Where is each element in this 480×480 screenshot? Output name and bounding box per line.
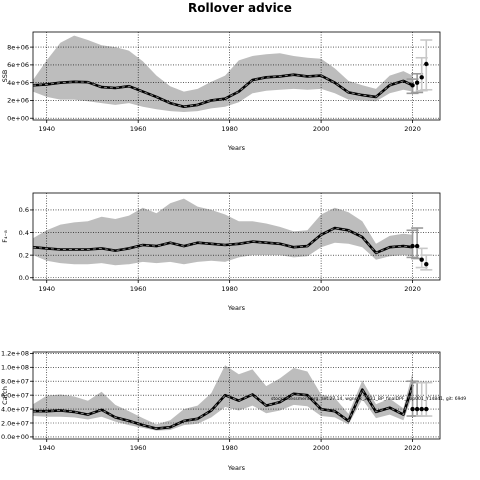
- x-tick-label: 2020: [404, 285, 421, 293]
- x-tick-label: 2000: [313, 125, 330, 133]
- x-tick-label: 1940: [38, 285, 55, 293]
- y-tick-label: 2e+06: [7, 97, 29, 105]
- figure-annotation: stockassessment.org, set.27.14, wgnssk_2…: [271, 396, 466, 402]
- y-tick-label: 6e+06: [7, 61, 29, 69]
- x-tick-label: 1960: [130, 444, 147, 452]
- y-tick-label: 2.0e+07: [1, 419, 29, 427]
- y-tick-label: 0.0: [19, 274, 29, 282]
- x-tick-label: 1980: [221, 285, 238, 293]
- forecast-point: [410, 83, 415, 88]
- y-axis-label: F₄₋₈: [1, 230, 9, 243]
- forecast-point: [424, 261, 429, 267]
- y-tick-label: 4e+06: [7, 79, 29, 87]
- forecast-point: [419, 257, 424, 262]
- axes-frame: [32, 31, 441, 121]
- forecast-point: [419, 75, 424, 80]
- x-tick-label: 2000: [313, 285, 330, 293]
- x-tick-label: 1960: [130, 285, 147, 293]
- y-axis-label: Catch: [1, 386, 9, 405]
- x-axis-label: Years: [227, 304, 246, 312]
- y-tick-label: 0.4: [19, 229, 29, 237]
- forecast-point: [424, 406, 429, 412]
- y-tick-label: 6.0e+07: [1, 391, 29, 399]
- chart-panel-2: [30, 192, 441, 283]
- y-tick-label: 8e+06: [7, 43, 29, 51]
- y-tick-label: 0.2: [19, 251, 29, 259]
- estimate-line-dash: [32, 227, 413, 254]
- confidence-band: [33, 35, 413, 112]
- chart-panel-1: [30, 31, 441, 123]
- y-tick-label: 8.0e+07: [1, 378, 29, 386]
- forecast-point: [424, 61, 429, 67]
- x-tick-label: 2000: [313, 444, 330, 452]
- y-tick-label: 1.0e+08: [1, 364, 29, 372]
- forecast-point: [414, 243, 420, 249]
- y-tick-label: 4.0e+07: [1, 405, 29, 413]
- x-tick-label: 1940: [38, 125, 55, 133]
- x-tick-label: 1960: [130, 125, 147, 133]
- axes-frame: [32, 192, 441, 281]
- estimate-line-dash: [32, 74, 413, 108]
- y-tick-label: 0.0e+00: [1, 433, 29, 441]
- x-axis-label: Years: [227, 144, 246, 152]
- x-tick-label: 1980: [221, 444, 238, 452]
- forecast-point: [410, 243, 415, 249]
- figure-title: Rollover advice: [188, 1, 292, 15]
- y-tick-label: 0.6: [19, 206, 29, 214]
- forecast-point: [410, 406, 415, 412]
- forecast-point: [414, 80, 420, 85]
- estimate-line-dash: [33, 384, 414, 430]
- x-tick-label: 1980: [221, 125, 238, 133]
- chart-panel-3: [30, 351, 441, 442]
- forecast-point: [414, 406, 420, 412]
- x-tick-label: 2020: [404, 125, 421, 133]
- x-tick-label: 2020: [404, 444, 421, 452]
- y-tick-label: 0e+00: [7, 115, 29, 123]
- y-tick-label: 1.2e+08: [1, 350, 29, 358]
- forecast-point: [419, 406, 424, 412]
- y-axis-label: SSB: [1, 70, 9, 83]
- x-tick-label: 1940: [38, 444, 55, 452]
- x-axis-label: Years: [227, 464, 246, 472]
